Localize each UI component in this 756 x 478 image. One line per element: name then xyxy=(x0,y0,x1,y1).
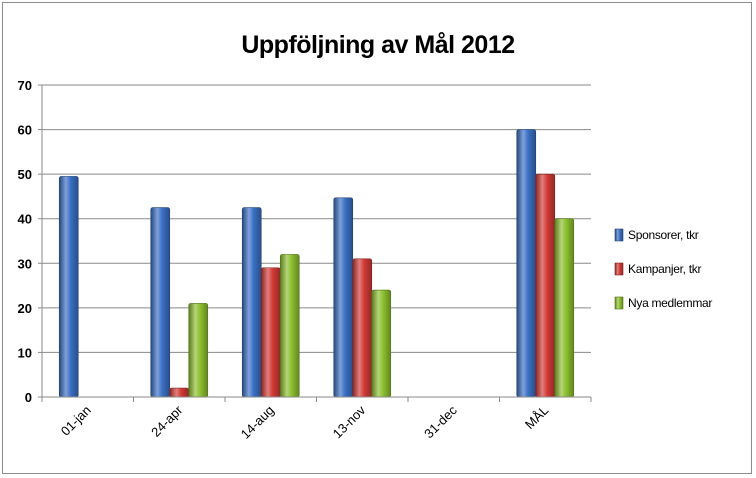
bar-chart: Uppföljning av Mål 2012 010203040506070 … xyxy=(18,31,713,442)
y-tick-label: 30 xyxy=(18,256,32,271)
legend-label: Sponsorer, tkr xyxy=(628,228,699,242)
legend-swatch xyxy=(614,228,624,242)
x-axis-ticks: 01-jan 24-apr 14-aug 13-nov 31-dec MÅL xyxy=(58,402,552,442)
y-tick-label: 50 xyxy=(18,167,32,182)
y-tick-label: 10 xyxy=(18,345,32,360)
bar-sponsorer-tkr-01-jan xyxy=(58,176,79,398)
gridlines xyxy=(42,84,591,353)
bar-sponsorer-tkr-24-apr xyxy=(150,207,171,398)
y-tick-label: 60 xyxy=(18,123,32,138)
legend: Sponsorer, tkr Kampanjer, tkr Nya medlemma… xyxy=(614,228,713,310)
bar-kampanjer-tkr-14-aug xyxy=(260,267,281,398)
legend-swatch xyxy=(614,262,624,276)
legend-label: Nya medlemmar xyxy=(628,296,712,310)
x-tick-label: 14-aug xyxy=(238,403,277,442)
legend-swatch xyxy=(614,296,624,310)
x-tick-label: MÅL xyxy=(522,403,552,433)
bar-kampanjer-tkr-24-apr xyxy=(169,387,190,398)
axes xyxy=(41,85,592,402)
bar-nya-medlemmar-m-l xyxy=(554,218,575,398)
chart-frame: Uppföljning av Mål 2012 0 10 20 30 40 50 60 70 … xyxy=(2,2,752,474)
bar-sponsorer-tkr-13-nov xyxy=(333,197,354,398)
x-tick-label: 24-apr xyxy=(148,402,186,440)
bar-sponsorer-tkr-14-aug xyxy=(241,207,262,398)
bar-nya-medlemmar-14-aug xyxy=(279,254,300,398)
y-tick-label: 20 xyxy=(18,301,32,316)
x-tick-label: 31-dec xyxy=(421,402,460,441)
legend-label: Kampanjer, tkr xyxy=(628,262,701,276)
bar-sponsorer-tkr-m-l xyxy=(516,129,537,398)
x-tick-label: 01-jan xyxy=(58,403,94,439)
bars xyxy=(58,129,575,398)
chart-title: Uppföljning av Mål 2012 xyxy=(241,31,514,59)
bar-nya-medlemmar-24-apr xyxy=(188,303,209,398)
y-tick-label: 40 xyxy=(18,212,32,227)
y-tick-label: 70 xyxy=(18,78,32,93)
y-axis-ticks: 0 10 20 30 40 50 60 70 xyxy=(18,78,42,405)
x-tick-label: 13-nov xyxy=(330,402,369,441)
bar-kampanjer-tkr-13-nov xyxy=(352,258,373,398)
bar-kampanjer-tkr-m-l xyxy=(535,173,556,398)
y-tick-label: 0 xyxy=(25,390,32,405)
bar-nya-medlemmar-13-nov xyxy=(371,289,392,398)
